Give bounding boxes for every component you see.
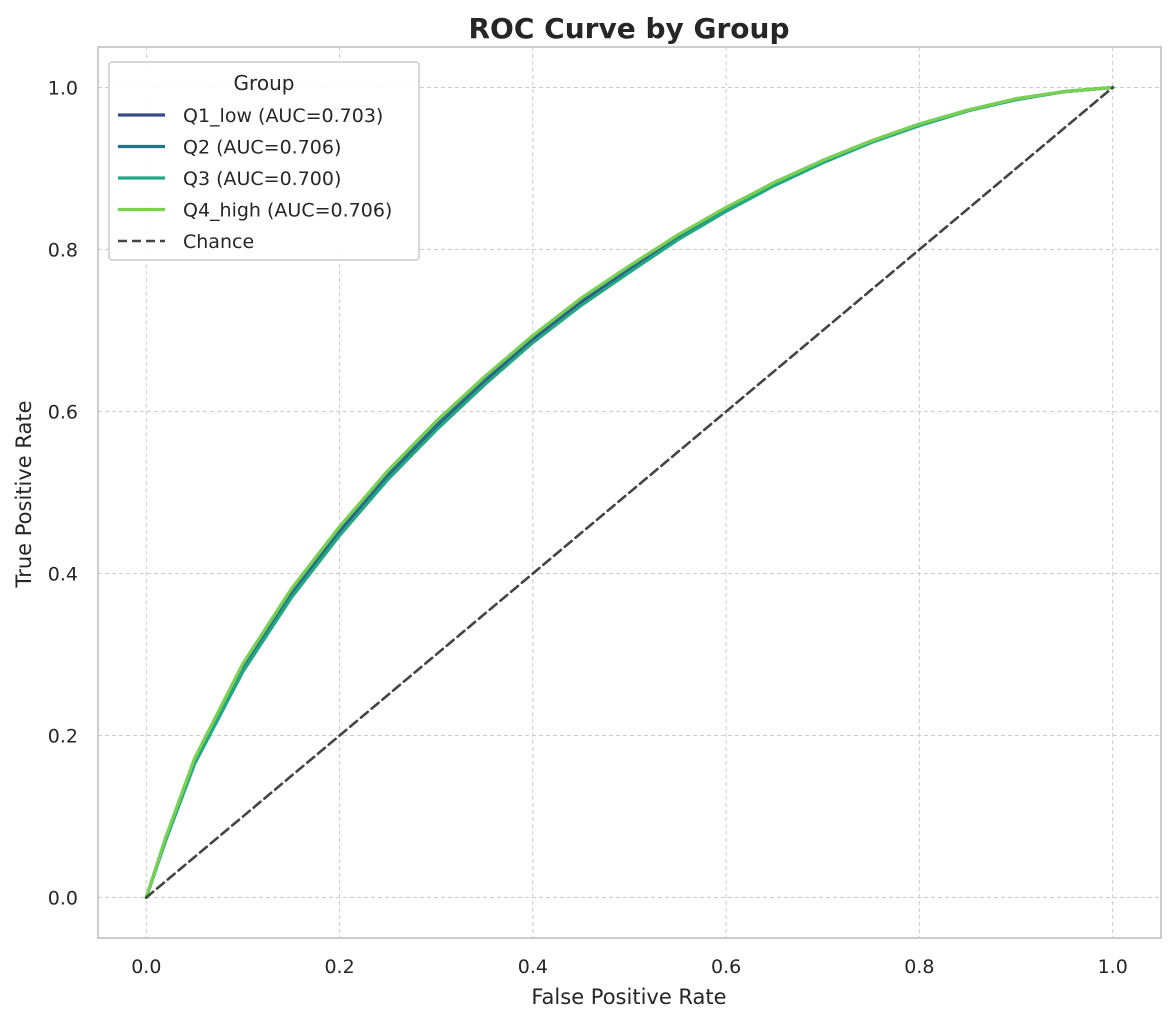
y-tick-label: 0.0	[48, 888, 78, 910]
legend-label: Chance	[183, 231, 254, 253]
chart-title: ROC Curve by Group	[469, 12, 790, 45]
legend: Group Q1_low (AUC=0.703) Q2 (AUC=0.706) Q3…	[108, 61, 420, 261]
tick-labels: 0.0 0.2 0.4 0.6 0.8 1.0 0.0 0.2 0.4 0.6 0.8 1.0	[48, 78, 1128, 979]
grid	[98, 47, 1161, 938]
legend-label: Q3 (AUC=0.700)	[183, 168, 341, 190]
x-tick-label: 0.8	[904, 956, 934, 978]
legend-label: Q4_high (AUC=0.706)	[183, 200, 392, 222]
x-tick-label: 1.0	[1098, 956, 1128, 978]
series-line-4	[144, 85, 1115, 900]
y-axis-label: True Positive Rate	[12, 400, 36, 588]
legend-title: Group	[234, 71, 295, 95]
chance-line	[145, 86, 1114, 899]
plot-frame	[97, 46, 1162, 939]
y-tick-label: 0.4	[48, 564, 78, 586]
legend-box	[108, 61, 420, 261]
y-tick-label: 0.2	[48, 726, 78, 748]
y-tick-label: 1.0	[48, 78, 78, 100]
legend-label: Q1_low (AUC=0.703)	[183, 105, 383, 127]
x-tick-label: 0.0	[131, 956, 161, 978]
series-lines	[144, 85, 1115, 900]
x-tick-label: 0.4	[518, 956, 548, 978]
y-tick-label: 0.6	[48, 402, 78, 424]
legend-items: Q1_low (AUC=0.703) Q2 (AUC=0.706) Q3 (AUC=…	[118, 105, 392, 253]
legend-label: Q2 (AUC=0.706)	[183, 137, 341, 159]
x-axis-label: False Positive Rate	[531, 985, 726, 1009]
x-tick-label: 0.2	[324, 956, 354, 978]
x-tick-label: 0.6	[711, 956, 741, 978]
y-tick-label: 0.8	[48, 240, 78, 262]
